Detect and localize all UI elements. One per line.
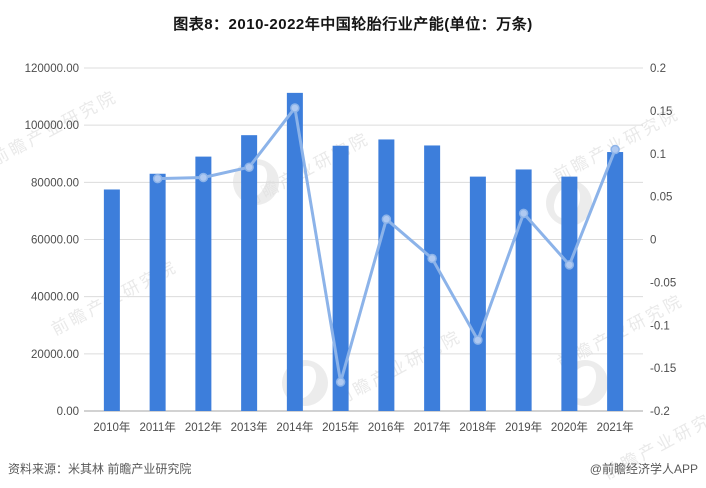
growth-marker-2015年 <box>335 377 346 387</box>
bar-2019年 <box>515 169 532 411</box>
growth-marker-2016年 <box>381 214 392 224</box>
bar-2011年 <box>149 173 166 411</box>
left-axis-tick-label: 100000.00 <box>25 120 79 132</box>
left-axis-tick-label: 20000.00 <box>31 349 79 361</box>
source-note: 资料来源：米其林 前瞻产业研究院 <box>8 462 192 476</box>
bar-2013年 <box>241 135 258 411</box>
chart-title: 图表8：2010-2022年中国轮胎行业产能(单位：万条) <box>173 16 533 33</box>
bar-2015年 <box>332 145 349 411</box>
x-axis-tick-label: 2021年 <box>597 420 634 434</box>
bar-2018年 <box>469 176 486 411</box>
right-axis-tick-label: -0.05 <box>650 277 676 289</box>
x-axis-tick-label: 2017年 <box>414 420 451 434</box>
left-axis-tick-label: 60000.00 <box>31 235 79 247</box>
right-axis-tick-label: 0.2 <box>650 63 666 75</box>
right-axis-tick-label: -0.15 <box>650 363 676 375</box>
bar-2020年 <box>561 176 578 411</box>
right-axis-tick-label: 0.05 <box>650 192 672 204</box>
x-axis-tick-label: 2015年 <box>322 420 359 434</box>
right-axis-tick-label: -0.2 <box>650 406 670 418</box>
brand-note: @前瞻经济学人APP <box>589 462 698 476</box>
capacity-chart: 0.00 20000.00 40000.00 60000.00 80000.00 1000… <box>25 63 677 434</box>
bar-2010年 <box>103 189 120 411</box>
bar-2021年 <box>607 152 624 411</box>
right-axis-tick-label: 0 <box>650 235 656 247</box>
growth-marker-2017年 <box>427 253 437 264</box>
x-axis-tick-label: 2013年 <box>231 420 268 434</box>
growth-marker-2019年 <box>518 208 529 219</box>
bar-2016年 <box>378 139 395 412</box>
x-axis-tick-label: 2010年 <box>93 420 130 434</box>
x-axis-tick-label: 2016年 <box>368 420 405 434</box>
bar-2017年 <box>424 145 441 412</box>
right-axis-tick-label: -0.1 <box>650 320 670 332</box>
x-axis-tick-label: 2014年 <box>276 420 313 434</box>
growth-marker-2013年 <box>244 162 254 172</box>
left-axis-tick-label: 40000.00 <box>31 292 79 304</box>
left-axis-tick-label: 0.00 <box>57 406 79 418</box>
right-axis-tick-label: 0.1 <box>650 149 666 161</box>
growth-marker-2014年 <box>290 103 300 113</box>
left-axis-tick-label: 80000.00 <box>31 177 79 189</box>
growth-marker-2011年 <box>152 173 163 184</box>
bar-2014年 <box>286 92 303 412</box>
left-axis-tick-label: 120000.00 <box>25 63 79 75</box>
growth-marker-2018年 <box>473 335 483 345</box>
x-axis-tick-label: 2020年 <box>551 420 588 434</box>
bar-2012年 <box>195 156 212 411</box>
x-axis-tick-label: 2011年 <box>140 420 176 434</box>
x-axis-tick-label: 2019年 <box>505 420 542 434</box>
x-axis-tick-label: 2018年 <box>459 420 496 434</box>
x-axis-tick-label: 2012年 <box>185 420 222 434</box>
right-axis-tick-label: 0.15 <box>650 106 672 118</box>
growth-marker-2020年 <box>564 260 575 270</box>
growth-marker-2021年 <box>610 144 620 155</box>
growth-marker-2012年 <box>198 172 209 183</box>
